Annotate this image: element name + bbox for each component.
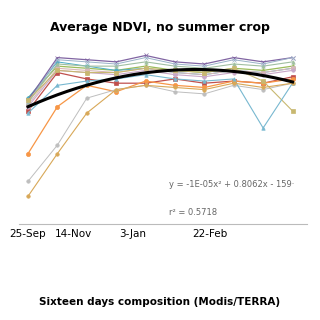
Text: y = -1E-05x² + 0.8062x - 159·: y = -1E-05x² + 0.8062x - 159· xyxy=(169,180,294,189)
Text: r² = 0.5718: r² = 0.5718 xyxy=(169,208,217,217)
Text: Average NDVI, no summer crop: Average NDVI, no summer crop xyxy=(50,21,270,34)
Text: Sixteen days composition (Modis/TERRA): Sixteen days composition (Modis/TERRA) xyxy=(39,297,281,307)
